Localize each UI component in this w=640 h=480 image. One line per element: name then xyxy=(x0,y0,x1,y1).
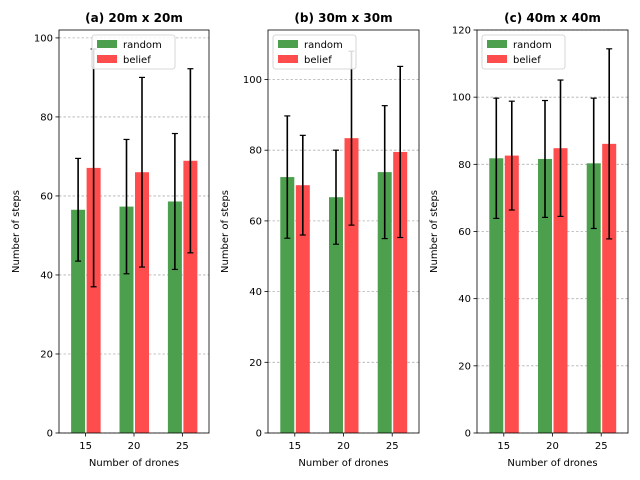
panel-2-axes-frame xyxy=(267,29,420,434)
panel-1-bar-belief xyxy=(135,172,149,433)
panel-3-xtick-label: 20 xyxy=(546,441,559,452)
panel-3-ytick-label: 120 xyxy=(452,26,471,37)
panel-3-xtick-label: 25 xyxy=(595,441,608,452)
panel-2-title: (b) 30m x 30m xyxy=(294,11,392,25)
panel-2-ytick-label: 20 xyxy=(249,358,262,369)
panel-2-legend-label-belief: belief xyxy=(304,55,332,66)
panel-3-bar-random xyxy=(489,158,504,433)
panel-3-bar-random xyxy=(538,158,552,433)
panel-1-bar-random xyxy=(71,209,86,433)
panel-2-legend-swatch-random xyxy=(278,40,298,48)
panel-1-legend-swatch-belief xyxy=(97,55,117,63)
panel-3-legend-swatch-random xyxy=(487,40,507,48)
panel-2-ytick-label: 40 xyxy=(249,287,262,298)
panel-3-ytick-label: 40 xyxy=(458,294,471,305)
panel-2-bar-random xyxy=(377,172,392,433)
panel-2-legend-swatch-belief xyxy=(278,55,298,63)
panel-3-bar-random xyxy=(586,163,601,433)
panel-3-legend-swatch-belief xyxy=(487,55,507,63)
panel-3-xtick-label: 15 xyxy=(497,441,510,452)
panel-3-title: (c) 40m x 40m xyxy=(504,11,601,25)
panel-1-xtick-label: 25 xyxy=(176,441,189,452)
panel-3-ytick-label: 80 xyxy=(458,160,471,171)
panel-2-ytick-label: 80 xyxy=(249,146,262,157)
panel-1-xlabel: Number of drones xyxy=(89,458,179,469)
panel-1-ytick-label: 20 xyxy=(40,349,53,360)
panel-2-bar-random xyxy=(280,177,295,433)
panel-2-ytick-label: 60 xyxy=(249,216,262,227)
panel-2-xtick-label: 25 xyxy=(386,441,399,452)
panel-3-ytick-label: 100 xyxy=(452,93,471,104)
panel-1-xtick-label: 15 xyxy=(79,441,92,452)
panel-2-ytick-label: 0 xyxy=(256,429,262,440)
panel-2-bar-belief xyxy=(393,151,408,434)
panel-1-bar-belief xyxy=(183,160,198,433)
panel-3-legend-label-belief: belief xyxy=(513,55,541,66)
panel-2-ytick-label: 100 xyxy=(243,75,262,86)
panel-2-xtick-label: 20 xyxy=(337,441,350,452)
panel-1-ytick-label: 0 xyxy=(47,429,53,440)
panel-1-ytick-label: 100 xyxy=(34,33,53,44)
panel-2-xtick-label: 15 xyxy=(288,441,301,452)
panel-1-title: (a) 20m x 20m xyxy=(85,11,183,25)
panel-2-bar-random xyxy=(329,197,343,433)
panel-1-ytick-label: 60 xyxy=(40,191,53,202)
panel-2-xlabel: Number of drones xyxy=(298,458,388,469)
panel-3-bar-belief xyxy=(553,148,568,434)
panel-3-bar-belief xyxy=(504,155,519,433)
panel-2-ylabel: Number of steps xyxy=(220,190,231,273)
panel-3-bar-belief xyxy=(602,143,617,433)
panel-1-legend-swatch-random xyxy=(97,40,117,48)
panel-2-legend-label-random: random xyxy=(304,40,343,51)
panel-3-xlabel: Number of drones xyxy=(507,458,597,469)
panel-1-legend-label-belief: belief xyxy=(123,55,151,66)
panel-3-ytick-label: 20 xyxy=(458,361,471,372)
panel-2-bar-belief xyxy=(344,138,359,433)
panel-1-bar-random xyxy=(119,206,134,433)
panel-1-ytick-label: 40 xyxy=(40,270,53,281)
panel-2-bar-belief xyxy=(295,185,310,433)
panel-1-ytick-label: 80 xyxy=(40,112,53,123)
panel-3-legend-label-random: random xyxy=(513,40,552,51)
panel-1-axes-frame xyxy=(58,29,210,434)
panel-1-ylabel: Number of steps xyxy=(11,190,22,273)
panel-3-ytick-label: 60 xyxy=(458,227,471,238)
panel-1-bar-belief xyxy=(86,167,101,433)
panel-1-legend-label-random: random xyxy=(123,40,162,51)
panel-3-axes-frame xyxy=(476,29,629,434)
panel-1-bar-random xyxy=(167,201,182,433)
panel-3-ytick-label: 0 xyxy=(465,429,471,440)
panel-1-xtick-label: 20 xyxy=(128,441,141,452)
panel-3-ylabel: Number of steps xyxy=(429,190,440,273)
